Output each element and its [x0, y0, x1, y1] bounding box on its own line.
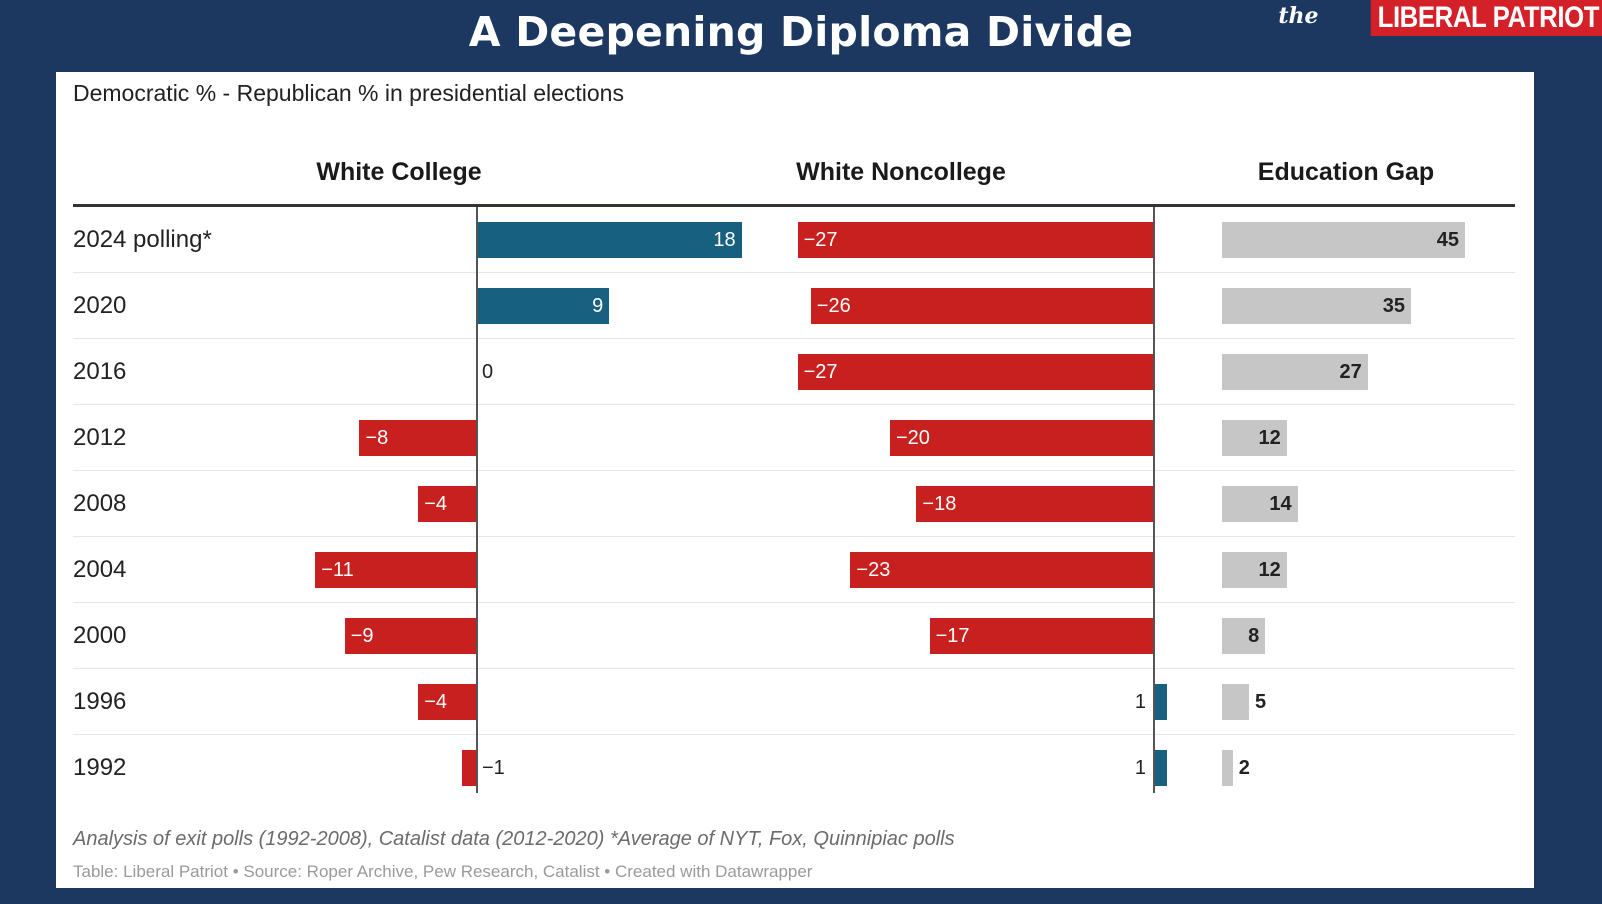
education-gap-value-label: 27	[1339, 361, 1362, 383]
education-gap-value-label: 8	[1248, 625, 1260, 647]
white-college-value-label: −9	[350, 625, 374, 647]
row-divider	[73, 404, 1515, 405]
education-gap-bar	[1222, 288, 1411, 324]
white-noncollege-value-label: 1	[1134, 691, 1146, 713]
white-noncollege-value-label: −23	[856, 559, 891, 581]
table-row: 1992 −1 1 2	[73, 735, 1515, 801]
education-gap-bar	[1222, 420, 1287, 456]
white-college-bar	[462, 750, 477, 786]
chart-card: Democratic % - Republican % in president…	[56, 72, 1534, 888]
column-header-education-gap: Education Gap	[1257, 158, 1435, 186]
education-gap-value-label: 14	[1269, 493, 1292, 515]
logo-wordmark: LIBERAL PATRIOT	[1370, 0, 1602, 36]
row-label: 2008	[73, 490, 127, 517]
table-row: 2000 −9 −17 8	[73, 603, 1515, 669]
white-noncollege-bar	[850, 552, 1154, 588]
header-rule	[73, 204, 1515, 207]
row-label: 2004	[73, 556, 127, 583]
white-noncollege-value-label: 1	[1134, 757, 1146, 779]
table-row: 2024 polling* 18 −27 45	[73, 207, 1515, 273]
white-noncollege-value-label: −17	[935, 625, 970, 647]
row-label: 2020	[73, 292, 127, 319]
white-college-bar	[359, 420, 477, 456]
row-divider	[73, 668, 1515, 669]
white-noncollege-zero-axis	[1153, 207, 1155, 793]
white-college-bar	[344, 618, 477, 654]
row-divider	[73, 272, 1515, 273]
white-college-value-label: 0	[482, 361, 494, 383]
white-college-value-label: −1	[482, 757, 505, 779]
education-gap-bar	[1222, 552, 1287, 588]
white-college-value-label: 18	[713, 229, 736, 251]
education-gap-bar	[1222, 618, 1266, 654]
education-gap-value-label: 2	[1238, 757, 1250, 779]
footnote: Analysis of exit polls (1992-2008), Cata…	[73, 828, 955, 850]
logo-prefix: the	[1278, 3, 1319, 29]
white-college-bar	[418, 684, 477, 720]
table-row: 2004 −11 −23 12	[73, 537, 1515, 603]
education-gap-bar	[1222, 354, 1368, 390]
education-gap-value-label: 5	[1255, 691, 1267, 713]
row-label: 2012	[73, 424, 127, 451]
education-gap-bar	[1222, 684, 1249, 720]
row-label: 2000	[73, 622, 127, 649]
education-gap-value-label: 35	[1382, 295, 1405, 317]
column-header-white-college: White College	[316, 158, 482, 186]
source-credit: Table: Liberal Patriot • Source: Roper A…	[73, 862, 813, 881]
white-college-bar	[477, 222, 742, 258]
white-noncollege-bar	[1154, 684, 1168, 720]
white-noncollege-bar	[1154, 750, 1168, 786]
table-row: 2016 0 −27 27	[73, 339, 1515, 405]
white-noncollege-bar	[797, 222, 1154, 258]
row-divider	[73, 338, 1515, 339]
column-header-white-noncollege: White Noncollege	[796, 158, 1006, 186]
white-noncollege-value-label: −26	[816, 295, 851, 317]
white-college-value-label: 9	[592, 295, 604, 317]
white-noncollege-bar	[797, 354, 1154, 390]
row-divider	[73, 536, 1515, 537]
page-title: A Deepening Diploma Divide	[468, 8, 1134, 56]
white-noncollege-bar	[916, 486, 1154, 522]
white-noncollege-value-label: −27	[803, 361, 838, 383]
row-label: 2016	[73, 358, 127, 385]
white-college-bar	[477, 288, 610, 324]
white-noncollege-bar	[929, 618, 1154, 654]
table-row: 2008 −4 −18 14	[73, 471, 1515, 537]
liberal-patriot-logo[interactable]: the LIBERAL PATRIOT	[1278, 0, 1602, 36]
chart-subtitle: Democratic % - Republican % in president…	[73, 80, 624, 106]
white-noncollege-value-label: −27	[803, 229, 838, 251]
white-college-value-label: −11	[321, 559, 354, 581]
row-divider	[73, 470, 1515, 471]
table-row: 1996 −4 1 5	[73, 669, 1515, 735]
row-label: 1996	[73, 688, 127, 715]
white-college-value-label: −8	[365, 427, 389, 449]
white-noncollege-value-label: −18	[922, 493, 957, 515]
education-gap-bar	[1222, 750, 1233, 786]
row-divider	[73, 734, 1515, 735]
table-row: 2012 −8 −20 12	[73, 405, 1515, 471]
row-label: 1992	[73, 754, 127, 781]
white-college-bar	[315, 552, 477, 588]
white-college-value-label: −4	[424, 691, 447, 713]
white-college-zero-axis	[476, 207, 478, 793]
white-college-value-label: −4	[424, 493, 447, 515]
white-noncollege-value-label: −20	[896, 427, 930, 449]
white-noncollege-bar	[810, 288, 1154, 324]
education-gap-value-label: 12	[1258, 427, 1281, 449]
education-gap-bar	[1222, 486, 1298, 522]
row-label: 2024 polling*	[73, 226, 212, 253]
white-noncollege-bar	[890, 420, 1154, 456]
row-divider	[73, 602, 1515, 603]
education-gap-value-label: 12	[1258, 559, 1281, 581]
education-gap-value-label: 45	[1436, 229, 1459, 251]
white-college-bar	[418, 486, 477, 522]
education-gap-bar	[1222, 222, 1465, 258]
table-row: 2020 9 −26 35	[73, 273, 1515, 339]
